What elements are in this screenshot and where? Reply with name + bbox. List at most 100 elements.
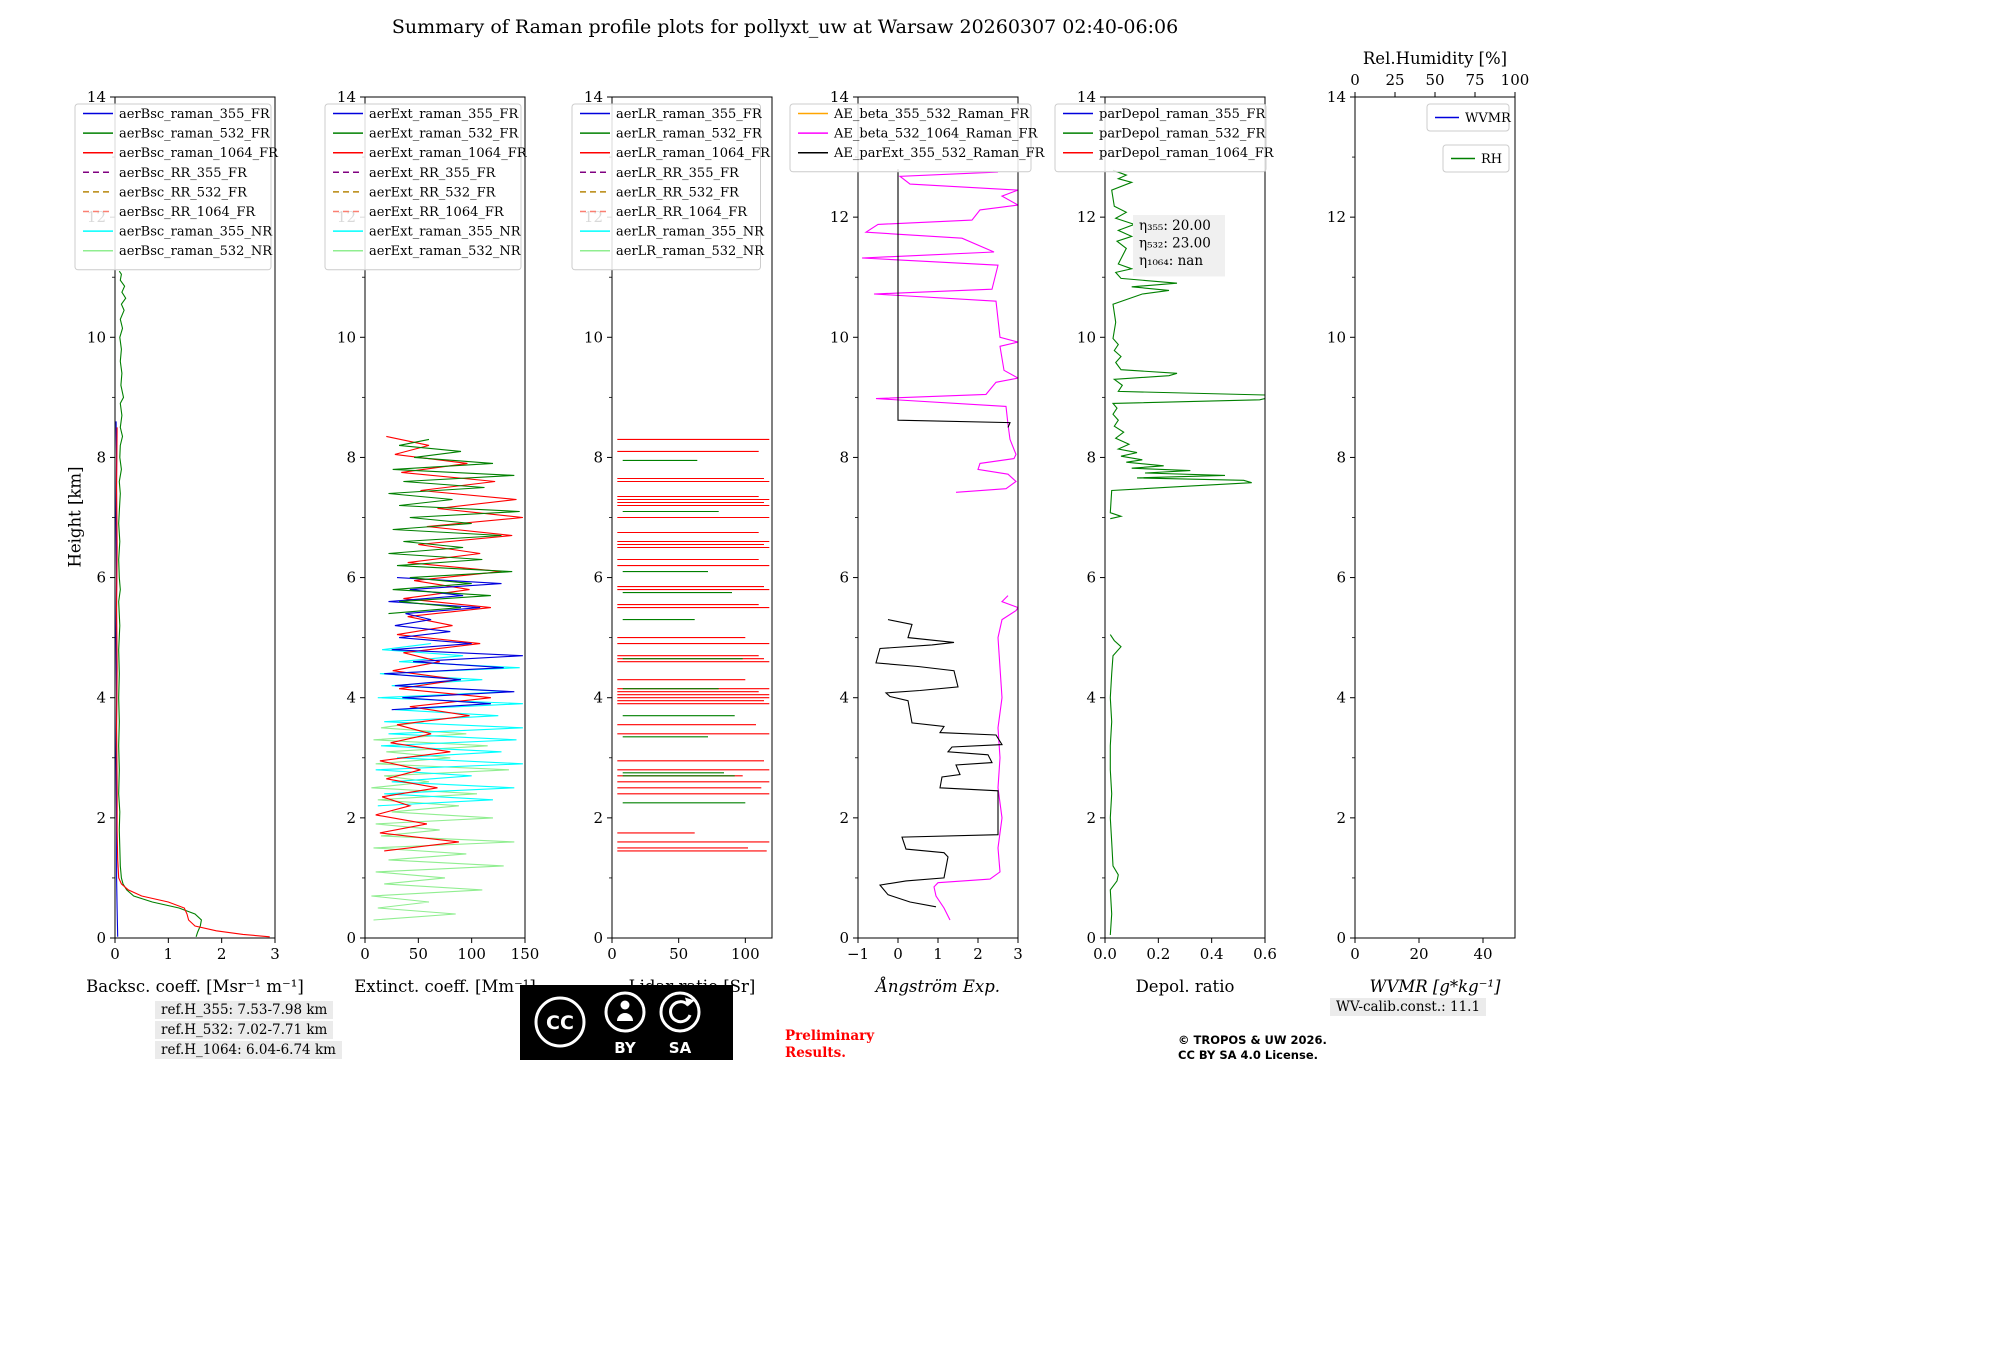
axes-frame [857, 96, 1019, 939]
y-tick-label: 6 [1086, 569, 1096, 587]
y-tick-label: 14 [830, 88, 849, 106]
y-tick-label: 8 [96, 448, 106, 466]
legend-label: parDepol_raman_355_FR [1099, 107, 1266, 122]
legend-label: RH [1481, 152, 1502, 167]
legend-box [1442, 144, 1510, 173]
copyright-line-1: © TROPOS & UW 2026. [1178, 1033, 1327, 1047]
panel-backscatter: 024681012140123Backsc. coeff. [Msr⁻¹ m⁻¹… [74, 88, 304, 996]
x-tick-label: 150 [511, 945, 540, 963]
y-tick-label: 4 [1086, 689, 1096, 707]
y-tick-label: 10 [1327, 328, 1346, 346]
x-tick-label: 0 [110, 945, 120, 963]
x-axis-title: Extinct. coeff. [Mm⁻¹] [354, 977, 536, 996]
x-tick-label: 2 [973, 945, 983, 963]
series-AE_parExt_355_532_Raman_FR [897, 169, 1011, 428]
legend-label: aerBsc_raman_355_NR [119, 225, 273, 240]
x-tick-label: 0 [1350, 945, 1360, 963]
legend-label: aerExt_raman_532_NR [369, 244, 522, 259]
y-tick-label: 6 [96, 569, 106, 587]
y-tick-label: 14 [1077, 88, 1096, 106]
legend-label: aerBsc_raman_355_FR [119, 107, 271, 122]
y-tick-label: 8 [346, 448, 356, 466]
cc-sa-label: SA [669, 1039, 692, 1057]
series-AE_parExt_355_532_Raman_FR [875, 619, 1003, 908]
legend-label: AE_beta_355_532_Raman_FR [833, 107, 1030, 122]
legend-label: aerBsc_RR_532_FR [119, 185, 248, 200]
legend-label: aerExt_raman_355_FR [369, 107, 519, 122]
x-tick-label: 0 [893, 945, 903, 963]
y-tick-label: 6 [1336, 569, 1346, 587]
cc-logo-icon: CC [534, 996, 586, 1048]
y-tick-label: 0 [593, 929, 603, 947]
wv-calib-note: WV-calib.const.: 11.1 [1330, 998, 1487, 1016]
y-tick-label: 12 [1077, 208, 1096, 226]
y-tick-label: 2 [1086, 809, 1096, 827]
series-AE_beta_532_1064_Raman_FR [861, 171, 1018, 493]
calibration-annotation-line: η₁₀₆₄: nan [1139, 253, 1203, 269]
cc-license-badge: CC BY SA [520, 985, 733, 1060]
legend-box [571, 103, 761, 271]
legend-label: aerExt_RR_532_FR [369, 185, 497, 200]
y-tick-label: 10 [337, 328, 356, 346]
ref-h-1064: ref.H_1064: 6.04-6.74 km [155, 1041, 342, 1059]
x-tick-label: 100 [457, 945, 486, 963]
y-tick-label: 10 [830, 328, 849, 346]
x-tick-label: 40 [1473, 945, 1492, 963]
series-aerExt_raman_532_FR [388, 438, 520, 615]
legend-label: aerBsc_raman_532_NR [119, 244, 273, 259]
preliminary-note: Preliminary Results. [785, 1028, 874, 1062]
y-tick-label: 4 [96, 689, 106, 707]
x-axis-title: WVMR [g*kg⁻¹] [1369, 977, 1501, 996]
top-tick-label: 75 [1465, 71, 1484, 89]
legend-label: aerLR_raman_532_FR [616, 127, 763, 142]
legend-label: aerExt_RR_355_FR [369, 166, 497, 181]
legend-label: AE_parExt_355_532_Raman_FR [833, 146, 1046, 161]
calibration-annotation-line: η₅₃₂: 23.00 [1139, 236, 1211, 252]
legend-label: aerLR_RR_1064_FR [616, 205, 748, 220]
legend-label: WVMR [1465, 111, 1512, 126]
y-tick-label: 0 [1336, 929, 1346, 947]
y-tick-label: 2 [593, 809, 603, 827]
x-tick-label: −1 [847, 945, 869, 963]
y-tick-label: 10 [1077, 328, 1096, 346]
y-tick-label: 4 [1336, 689, 1346, 707]
y-tick-label: 0 [839, 929, 849, 947]
x-tick-label: 0.0 [1093, 945, 1117, 963]
x-tick-label: 2 [217, 945, 227, 963]
y-tick-label: 4 [346, 689, 356, 707]
y-tick-label: 0 [346, 929, 356, 947]
y-tick-label: 14 [1327, 88, 1346, 106]
x-tick-label: 50 [409, 945, 428, 963]
x-tick-label: 1 [933, 945, 943, 963]
preliminary-line-2: Results. [785, 1044, 846, 1061]
reference-heights: ref.H_355: 7.53-7.98 km ref.H_532: 7.02-… [155, 1001, 342, 1061]
y-tick-label: 6 [839, 569, 849, 587]
y-tick-label: 10 [584, 328, 603, 346]
series-AE_beta_532_1064_Raman_FR [933, 595, 1018, 921]
y-tick-label: 6 [593, 569, 603, 587]
legend-box [74, 103, 272, 271]
series-aerExt_raman_355_FR [384, 577, 523, 711]
axes-frame [1354, 96, 1516, 939]
y-tick-label: 2 [1336, 809, 1346, 827]
legend-label: aerExt_raman_355_NR [369, 225, 522, 240]
y-tick-label: 4 [839, 689, 849, 707]
legend-label: aerBsc_RR_355_FR [119, 166, 248, 181]
y-tick-label: 2 [839, 809, 849, 827]
y-tick-label: 2 [346, 809, 356, 827]
series-aerExt_raman_532_NR [371, 721, 515, 921]
copyright-line-2: CC BY SA 4.0 License. [1178, 1047, 1318, 1062]
y-tick-label: 12 [830, 208, 849, 226]
legend-label: aerLR_RR_532_FR [616, 185, 740, 200]
legend-label: aerBsc_RR_1064_FR [119, 205, 256, 220]
series-parDepol_raman_532_FR [1109, 169, 1265, 520]
x-tick-label: 3 [270, 945, 280, 963]
figure-title: Summary of Raman profile plots for polly… [391, 16, 1179, 38]
legend-label: aerLR_raman_355_FR [616, 107, 763, 122]
y-tick-label: 8 [839, 448, 849, 466]
y-tick-label: 4 [593, 689, 603, 707]
y-tick-label: 14 [87, 88, 106, 106]
